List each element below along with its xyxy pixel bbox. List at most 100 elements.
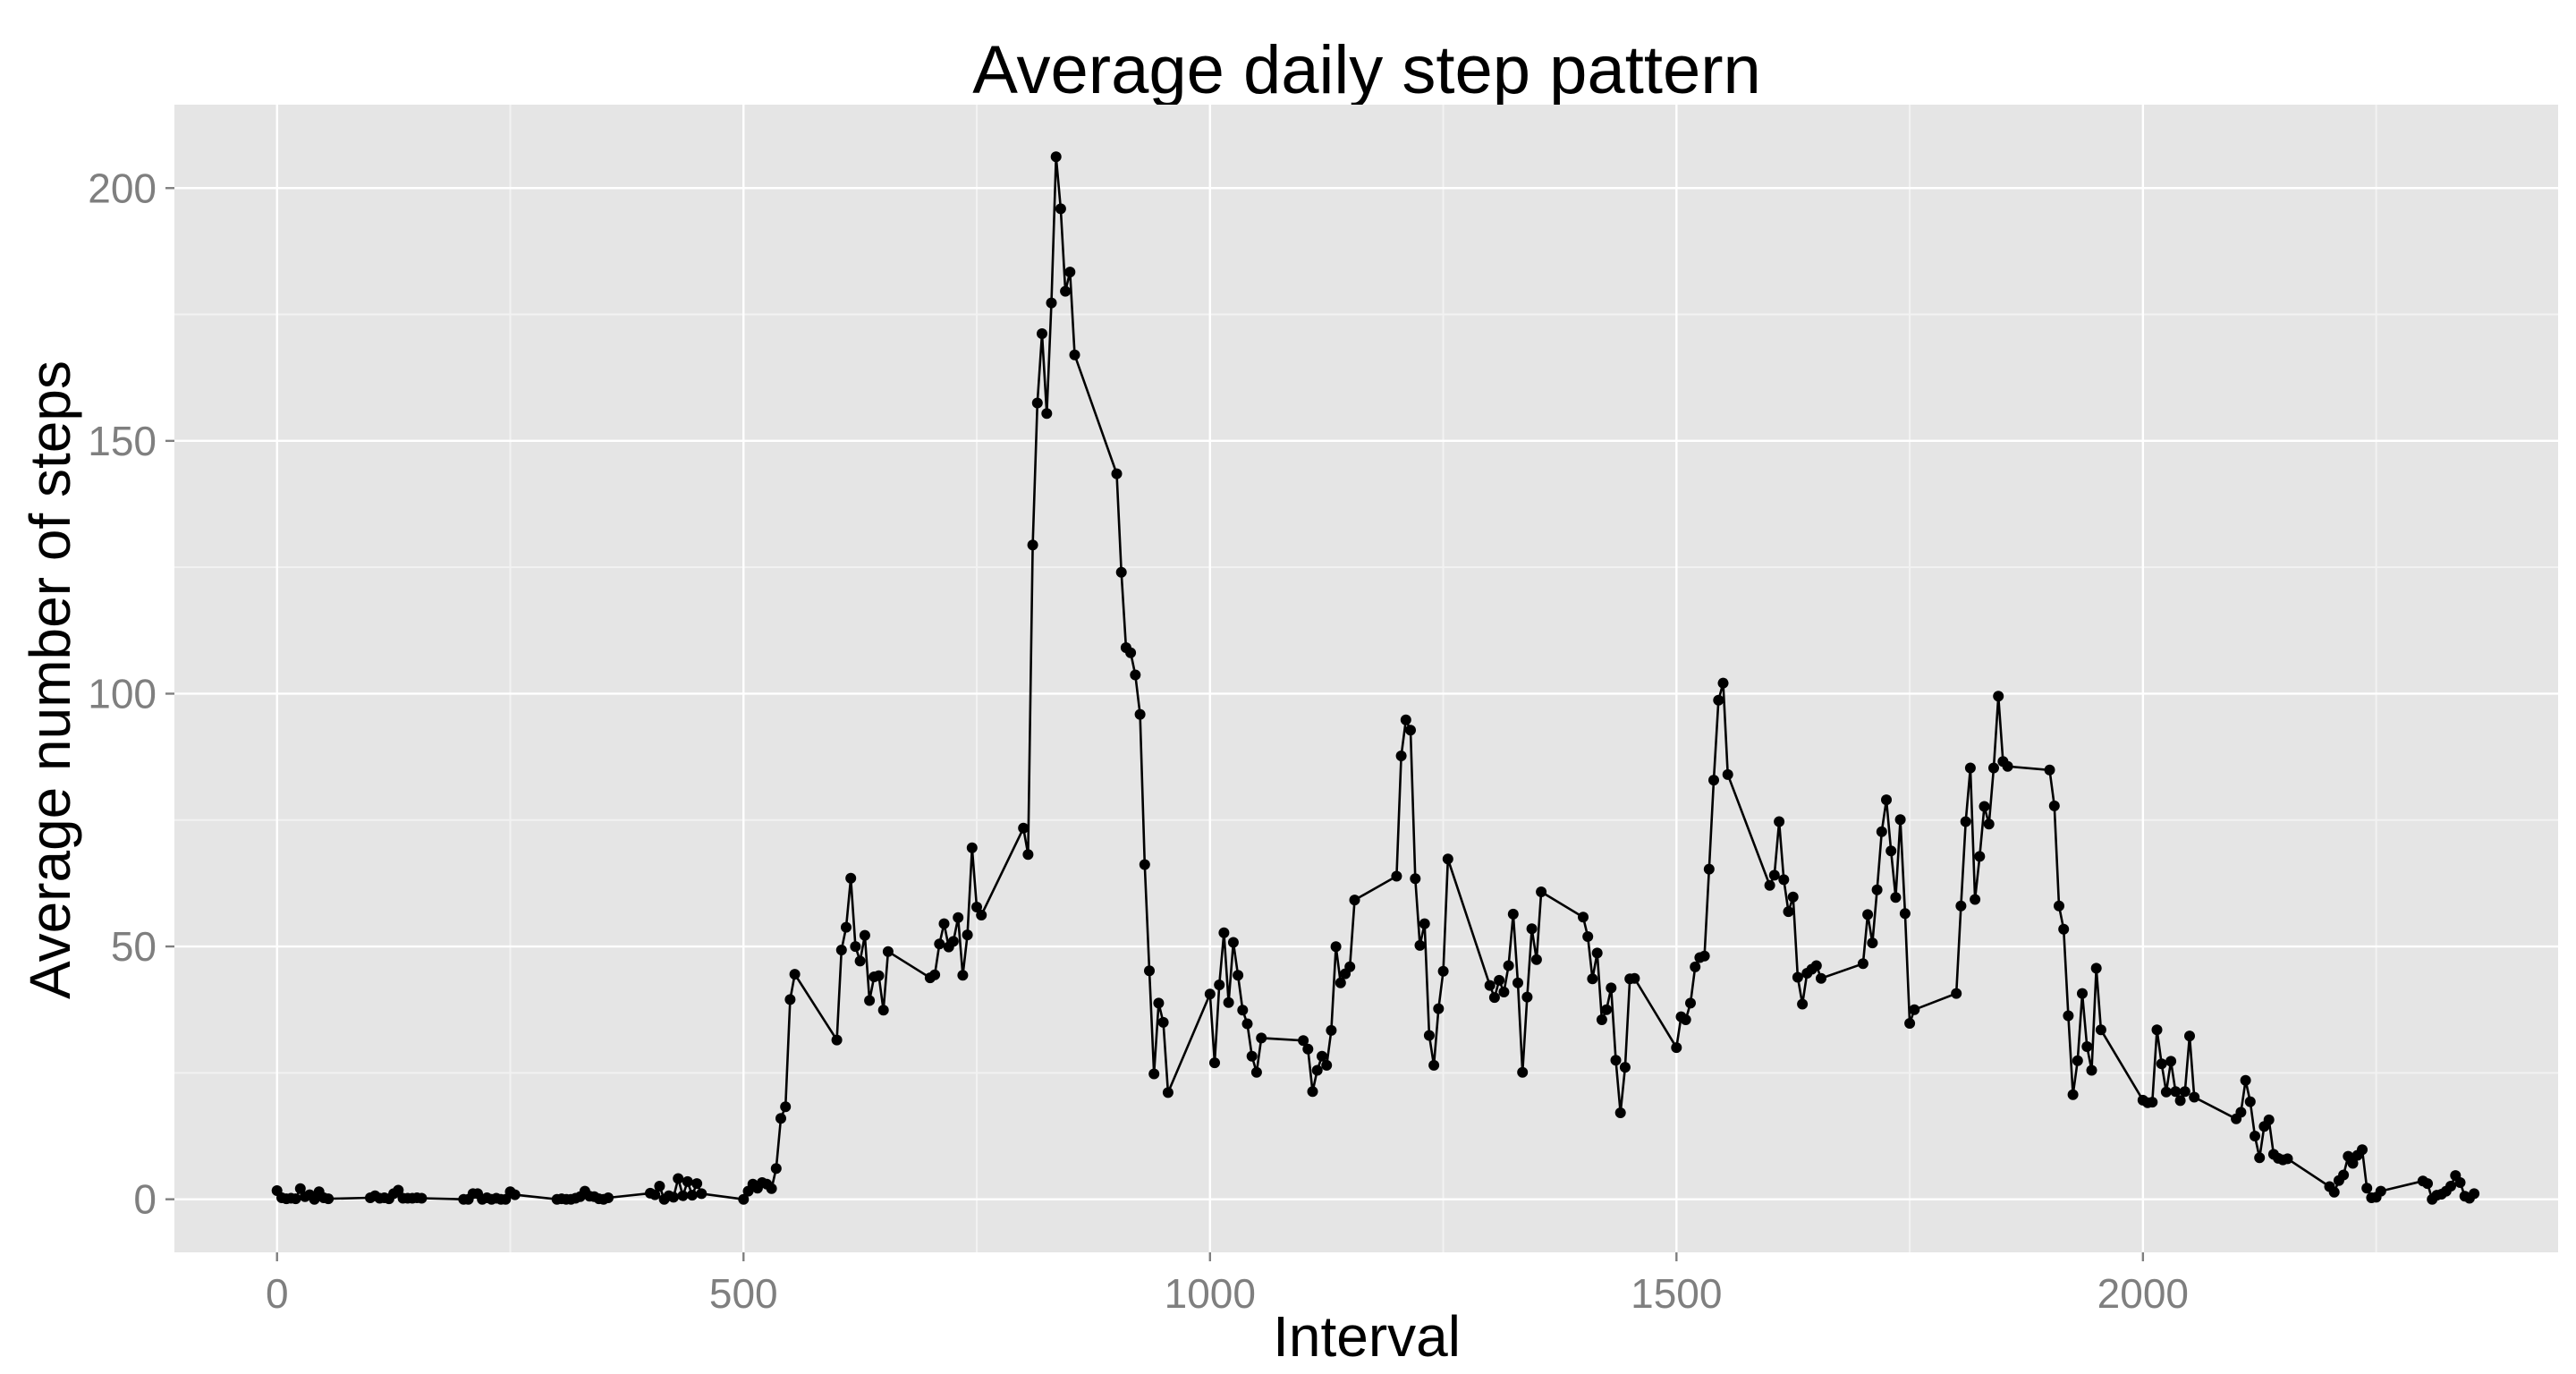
data-point (1792, 971, 1803, 983)
data-point (1960, 816, 1971, 827)
data-point (1629, 972, 1640, 984)
data-point (1606, 982, 1617, 994)
data-point (1218, 927, 1230, 938)
data-point (1214, 980, 1225, 990)
y-tick-label: 50 (111, 923, 157, 970)
data-point (2445, 1181, 2456, 1192)
data-point (775, 1113, 786, 1124)
data-point (1871, 884, 1883, 895)
data-point (1330, 941, 1342, 953)
data-point (677, 1190, 689, 1201)
data-point (2282, 1153, 2293, 1165)
data-point (2072, 1055, 2083, 1066)
data-point (1041, 408, 1053, 420)
data-point (1690, 961, 1701, 972)
data-point (934, 938, 945, 950)
data-point (686, 1190, 698, 1201)
data-point (696, 1188, 708, 1200)
y-axis-ticks: 0 50 100 150 200 (88, 165, 174, 1223)
data-point (2189, 1091, 2200, 1103)
minor-gridlines (174, 105, 2558, 1252)
data-point (2151, 1024, 2163, 1036)
data-point (1064, 267, 1076, 278)
data-point (738, 1193, 750, 1205)
data-point (2184, 1030, 2195, 1042)
data-point (2147, 1097, 2158, 1108)
x-axis-ticks: 0 500 1000 1500 2000 (266, 1252, 2189, 1317)
data-point (1881, 794, 1892, 806)
data-point (1988, 762, 1999, 774)
data-point (1857, 958, 1868, 970)
data-point (1983, 818, 1995, 830)
data-point (873, 970, 885, 981)
data-point (1227, 937, 1239, 948)
data-point (1699, 950, 1710, 962)
data-point (1246, 1050, 1258, 1062)
data-point (2361, 1183, 2373, 1194)
data-point (770, 1163, 782, 1175)
data-point (323, 1193, 335, 1205)
x-tick-label: 0 (266, 1270, 289, 1317)
data-point (1410, 873, 1421, 885)
data-point (859, 929, 870, 941)
data-point (1876, 826, 1887, 837)
data-point (1582, 931, 1594, 942)
data-point (784, 994, 796, 1005)
data-point (1321, 1059, 1333, 1071)
data-point (1722, 768, 1733, 780)
data-point (850, 941, 861, 953)
data-point (1591, 947, 1603, 959)
data-point (603, 1192, 614, 1203)
data-points (271, 151, 2480, 1205)
data-point (1530, 954, 1542, 965)
data-point (1317, 1050, 1327, 1062)
data-point (649, 1189, 661, 1200)
data-point (1488, 992, 1500, 1004)
data-point (668, 1192, 679, 1203)
y-tick-label: 0 (133, 1176, 157, 1223)
data-point (1419, 918, 1430, 929)
data-point (1899, 908, 1911, 920)
data-point (1610, 1055, 1622, 1066)
data-point (294, 1183, 306, 1194)
data-point (1162, 1087, 1174, 1098)
y-tick-label: 200 (88, 165, 157, 211)
data-point (766, 1183, 777, 1194)
data-point (1204, 988, 1216, 1000)
data-point (1037, 328, 1047, 339)
data-point (1055, 203, 1066, 215)
y-tick-label: 100 (88, 670, 157, 717)
y-tick-label: 150 (88, 418, 157, 464)
data-point (1484, 980, 1496, 991)
data-point (1685, 997, 1696, 1009)
data-point (1513, 977, 1523, 988)
data-point (1298, 1035, 1309, 1047)
plot-panel (174, 105, 2558, 1252)
data-point (1335, 977, 1346, 988)
data-point (1060, 285, 1072, 297)
y-axis-title: Average number of steps (18, 360, 82, 999)
data-point (1774, 816, 1785, 827)
data-point (2454, 1177, 2466, 1188)
data-point (691, 1178, 703, 1190)
data-point (882, 946, 894, 957)
data-point (682, 1175, 693, 1187)
x-tick-label: 1000 (1165, 1270, 1256, 1317)
data-point (1536, 886, 1547, 897)
data-point (2002, 760, 2013, 772)
data-point (1130, 669, 1141, 681)
data-point (1890, 892, 1902, 903)
data-point (2179, 1086, 2190, 1098)
data-point (2469, 1188, 2480, 1200)
data-point (1494, 974, 1505, 986)
data-point (2063, 1010, 2074, 1022)
data-point (1144, 965, 1155, 977)
data-point (1395, 751, 1407, 761)
data-point (2347, 1158, 2359, 1169)
data-point (1717, 677, 1729, 689)
data-point (416, 1192, 428, 1204)
data-point (1423, 1030, 1435, 1041)
data-point (1909, 1004, 1920, 1015)
x-tick-label: 1500 (1631, 1270, 1722, 1317)
data-point (976, 910, 987, 920)
